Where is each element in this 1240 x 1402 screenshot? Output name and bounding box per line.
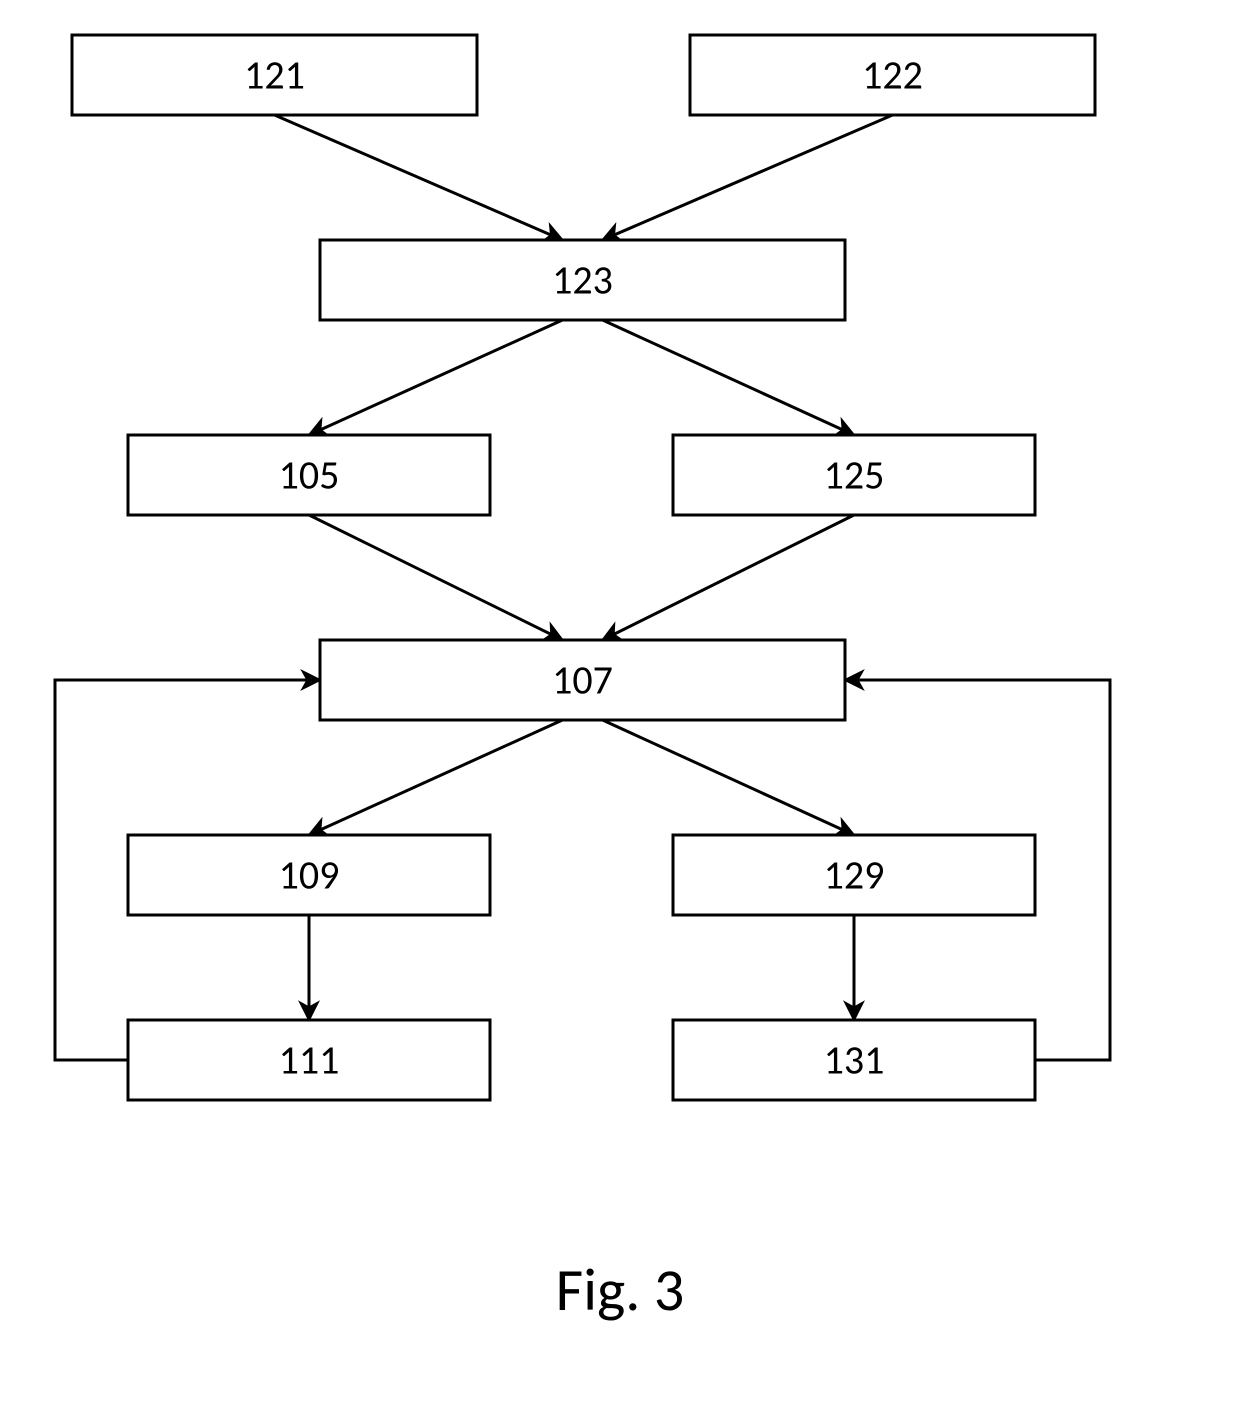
node-label-n109: 109 <box>279 851 340 900</box>
edge-n122-to-n123 <box>603 115 893 240</box>
node-label-n131: 131 <box>824 1036 885 1085</box>
node-label-n105: 105 <box>279 451 340 500</box>
edge-n123-to-n125 <box>603 320 855 435</box>
figure-caption: Fig. 3 <box>556 1254 685 1327</box>
node-label-n125: 125 <box>824 451 885 500</box>
edge-n105-to-n107 <box>309 515 563 640</box>
flowchart-canvas: 121 122 123 105 125 107 109 129 111 131 Fig. 3 <box>0 0 1240 1402</box>
node-n131: 131 <box>673 1020 1035 1100</box>
node-label-n129: 129 <box>824 851 885 900</box>
edge-n123-to-n105 <box>309 320 563 435</box>
edge-n125-to-n107 <box>603 515 855 640</box>
edge-n107-to-n109 <box>309 720 563 835</box>
node-n125: 125 <box>673 435 1035 515</box>
node-n122: 122 <box>690 35 1095 115</box>
node-n123: 123 <box>320 240 845 320</box>
node-n105: 105 <box>128 435 490 515</box>
node-n129: 129 <box>673 835 1035 915</box>
node-label-n121: 121 <box>244 51 305 100</box>
node-label-n122: 122 <box>862 51 923 100</box>
node-n109: 109 <box>128 835 490 915</box>
node-label-n123: 123 <box>552 256 613 305</box>
node-label-n111: 111 <box>279 1036 340 1085</box>
edge-n121-to-n123 <box>275 115 563 240</box>
node-n121: 121 <box>72 35 477 115</box>
node-n111: 111 <box>128 1020 490 1100</box>
edge-n107-to-n129 <box>603 720 855 835</box>
node-n107: 107 <box>320 640 845 720</box>
nodes-layer: 121 122 123 105 125 107 109 129 111 131 <box>72 35 1095 1100</box>
node-label-n107: 107 <box>552 656 613 705</box>
